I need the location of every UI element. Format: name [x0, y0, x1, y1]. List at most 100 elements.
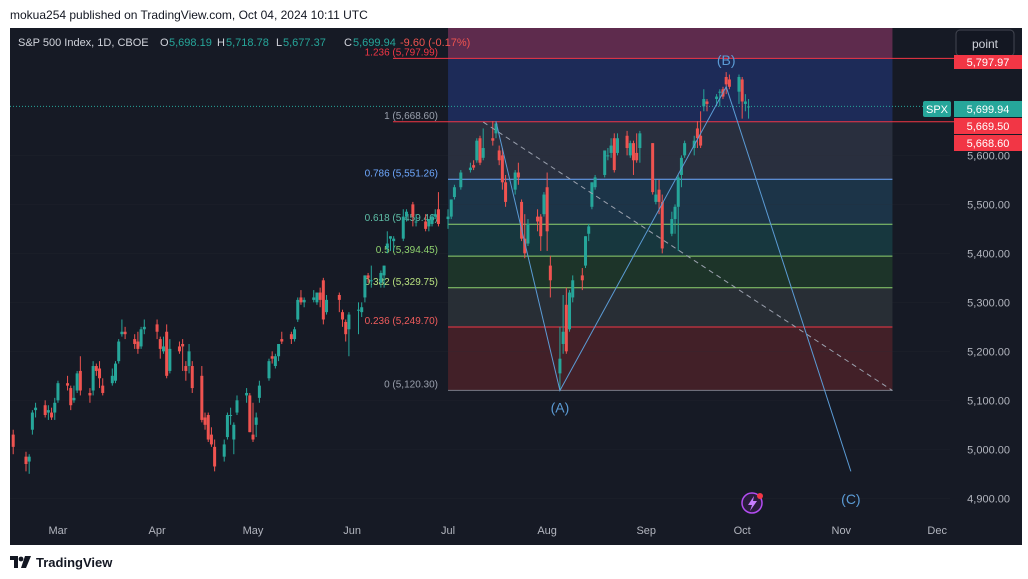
- candle-body: [209, 434, 213, 445]
- tradingview-logo[interactable]: TradingView: [10, 554, 112, 570]
- candle-body: [743, 101, 747, 104]
- candle-body: [494, 123, 498, 134]
- price-chart[interactable]: 1.236 (5,797.99) 1 (5,668.60) 0.786 (5,551…: [10, 28, 1022, 545]
- point-label: point: [972, 37, 999, 51]
- fib-label: 0.236 (5,249.70): [365, 316, 438, 327]
- candle-body: [72, 397, 76, 401]
- fib-label: 0 (5,120.30): [384, 379, 438, 390]
- candle-body: [724, 76, 728, 85]
- last-price-text: 5,699.94: [967, 104, 1010, 116]
- candle-body: [379, 272, 383, 283]
- candle-body: [385, 243, 389, 249]
- brand-name: TradingView: [36, 554, 113, 570]
- candle-body: [225, 415, 229, 438]
- wave-label: (C): [841, 491, 860, 507]
- price-tick: 5,400.00: [967, 248, 1010, 260]
- candle-body: [299, 297, 303, 303]
- fib-band: [448, 326, 893, 391]
- price-tick: 5,300.00: [967, 297, 1010, 309]
- time-tick: Dec: [927, 525, 947, 537]
- candle-body: [293, 329, 297, 340]
- candle-body: [558, 358, 562, 374]
- time-axis[interactable]: Mar Apr May Jun Jul Aug Sep Oct Nov Dec: [48, 525, 947, 537]
- drawings[interactable]: (A) (B) (C): [482, 52, 893, 507]
- candle-body: [500, 155, 504, 183]
- price-axis[interactable]: 5,600.00 5,500.00 5,400.00 5,300.00 5,200.00…: [967, 150, 1010, 505]
- level-b-tag: [954, 135, 1022, 151]
- candle-body: [660, 201, 664, 249]
- fib-band: [448, 28, 893, 59]
- candle-body: [548, 265, 552, 281]
- dashed-trendline: [482, 121, 893, 391]
- candle-body: [523, 238, 527, 254]
- candle-body: [747, 106, 751, 108]
- fib-band: [448, 287, 893, 327]
- candle-body: [654, 194, 658, 202]
- fibonacci-retracement[interactable]: 1.236 (5,797.99) 1 (5,668.60) 0.786 (5,551…: [365, 28, 954, 391]
- candle-body: [257, 385, 261, 398]
- candle-body: [337, 294, 341, 300]
- low-label: L: [276, 37, 282, 49]
- wave-label: (B): [717, 52, 736, 68]
- candle-body: [56, 383, 60, 401]
- candlestick-series: [11, 72, 751, 474]
- candle-body: [635, 152, 639, 161]
- fib-label: 0.618 (5,459.46): [365, 213, 438, 224]
- candle-body: [513, 172, 517, 190]
- candle-body: [30, 412, 34, 430]
- symbol-legend: S&P 500 Index, 1D, CBOE O 5,698.19 H 5,7…: [18, 37, 470, 49]
- candle-body: [123, 331, 127, 335]
- price-tick: 5,100.00: [967, 395, 1010, 407]
- candle-body: [94, 366, 98, 371]
- candle-body: [564, 304, 568, 352]
- chart-pane[interactable]: 1.236 (5,797.99) 1 (5,668.60) 0.786 (5,551…: [10, 28, 1022, 545]
- lightning-alert-icon[interactable]: [741, 492, 763, 514]
- candle-body: [177, 346, 181, 352]
- candle-body: [590, 182, 594, 207]
- candle-body: [27, 456, 31, 462]
- candle-body: [203, 417, 207, 425]
- candle-body: [695, 128, 699, 139]
- point-button[interactable]: point: [955, 29, 1015, 57]
- candle-body: [657, 189, 661, 202]
- candle-body: [628, 143, 632, 156]
- candle-body: [475, 140, 479, 161]
- candle-body: [536, 216, 540, 222]
- candle-body: [347, 314, 351, 330]
- time-tick: Sep: [636, 525, 656, 537]
- open-value: 5,698.19: [169, 37, 212, 49]
- candle-body: [206, 415, 210, 440]
- symbol-title: S&P 500 Index, 1D, CBOE: [18, 37, 149, 49]
- candle-body: [66, 383, 70, 386]
- candle-body: [497, 150, 501, 161]
- top-price-text: 5,797.97: [967, 57, 1010, 69]
- candle-body: [727, 79, 731, 87]
- candle-body: [631, 143, 635, 161]
- candle-body: [568, 292, 572, 330]
- candle-body: [78, 370, 82, 391]
- time-tick: Apr: [149, 525, 166, 537]
- price-tick: 5,000.00: [967, 444, 1010, 456]
- candle-body: [120, 331, 124, 335]
- candle-body: [392, 238, 396, 242]
- candle-body: [184, 366, 188, 371]
- candle-body: [142, 326, 146, 330]
- candle-body: [651, 143, 655, 193]
- candle-body: [158, 339, 162, 349]
- candle-body: [296, 299, 300, 320]
- candle-body: [190, 366, 194, 389]
- candle-body: [161, 346, 165, 352]
- price-tick: 4,900.00: [967, 493, 1010, 505]
- candle-body: [468, 167, 472, 171]
- fib-label: 0.382 (5,329.75): [365, 277, 438, 288]
- candle-body: [638, 133, 642, 149]
- candle-body: [245, 392, 249, 396]
- candle-body: [325, 299, 329, 313]
- candle-body: [357, 309, 361, 311]
- candle-body: [676, 177, 680, 207]
- publish-info: mokua254 published on TradingView.com, O…: [10, 8, 368, 22]
- candle-body: [449, 199, 453, 217]
- candle-body: [459, 172, 463, 188]
- candle-body: [702, 99, 706, 107]
- candle-body: [254, 417, 258, 425]
